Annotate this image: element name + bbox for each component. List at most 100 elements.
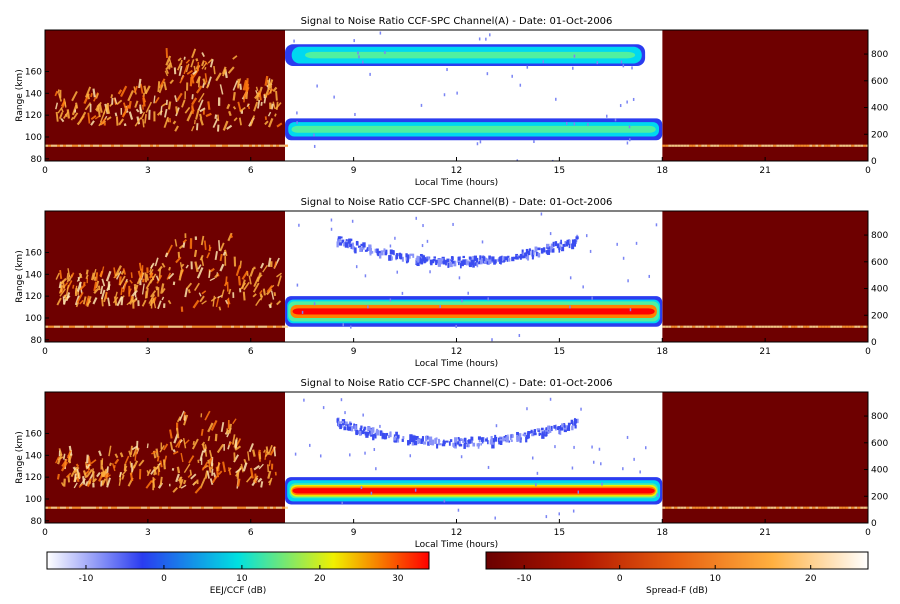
x-tick-label: 9 [351,528,357,538]
panel-2: Signal to Noise Ratio CCF-SPC Channel(C)… [15,378,888,550]
y2-tick-label: 800 [871,412,888,422]
echo-150km [285,44,645,66]
colorbar-tick-label: 20 [805,574,817,584]
night-echo-line [45,507,288,509]
x-tick-label: 12 [451,347,462,357]
x-tick-label: 6 [248,166,254,176]
y-tick-label: 80 [31,517,43,527]
plot-area [45,30,869,163]
x-tick-label: 21 [759,347,770,357]
y2-tick-label: 0 [871,338,877,348]
y2-tick-label: 0 [871,519,877,529]
colorbar-tick-label: -10 [517,574,532,584]
night-echo-line [662,145,869,147]
colorbar-label: EEJ/CCF (dB) [210,586,267,596]
y-tick-label: 140 [25,89,42,99]
night-region [45,30,285,161]
x-tick-label: 18 [657,528,669,538]
x-tick-label: 0 [42,347,48,357]
y2-tick-label: 400 [871,285,888,295]
x-tick-label: 0 [42,166,48,176]
y-tick-label: 140 [25,270,42,280]
x-tick-label: 21 [759,528,770,538]
colorbar-tick-label: 0 [161,574,167,584]
x-axis-label: Local Time (hours) [415,359,498,369]
x-tick-label: 6 [248,528,254,538]
night-echo-line [662,507,869,509]
panel-0: Signal to Noise Ratio CCF-SPC Channel(A)… [15,16,888,188]
y-tick-label: 100 [25,314,42,324]
x-tick-label: 12 [451,166,462,176]
x-tick-label: 21 [759,166,770,176]
y-tick-label: 160 [25,67,42,77]
y-tick-label: 80 [31,336,43,346]
x-axis-label: Local Time (hours) [415,178,498,188]
eej-layer [285,296,662,327]
y2-tick-label: 800 [871,231,888,241]
y2-tick-label: 0 [871,157,877,167]
y-tick-label: 100 [25,495,42,505]
panel-1: Signal to Noise Ratio CCF-SPC Channel(B)… [15,197,888,369]
y2-tick-label: 200 [871,130,888,140]
y2-tick-label: 600 [871,258,888,268]
x-tick-label: 15 [554,528,565,538]
x-tick-label: 9 [351,166,357,176]
y-axis-label: Range (km) [15,69,25,121]
x-axis-label: Local Time (hours) [415,540,498,550]
y-tick-label: 80 [31,155,43,165]
eej-layer [285,118,662,140]
y-axis-label: Range (km) [15,250,25,302]
eej-layer [285,477,662,504]
night-echo-line [45,145,288,147]
night-echo-line [662,326,869,328]
x-tick-label: 0 [865,528,871,538]
y-axis-label: Range (km) [15,431,25,483]
night-echo-line [45,326,288,328]
x-tick-label: 18 [657,347,669,357]
colorbar-tick-label: -10 [79,574,94,584]
plot-area [45,392,869,523]
chart-title: Signal to Noise Ratio CCF-SPC Channel(B)… [301,197,613,208]
y-tick-label: 120 [25,473,42,483]
y-tick-label: 120 [25,111,42,121]
x-tick-label: 3 [145,347,151,357]
colorbar-gradient [47,552,429,569]
y2-tick-label: 200 [871,492,888,502]
x-tick-label: 0 [42,528,48,538]
colorbar-tick-label: 10 [709,574,721,584]
y2-tick-label: 600 [871,439,888,449]
y2-tick-label: 400 [871,104,888,114]
x-tick-label: 6 [248,347,254,357]
y-tick-label: 100 [25,133,42,143]
y2-tick-label: 200 [871,311,888,321]
chart-title: Signal to Noise Ratio CCF-SPC Channel(A)… [301,16,613,27]
y-tick-label: 140 [25,451,42,461]
x-tick-label: 15 [554,347,565,357]
y-tick-label: 120 [25,292,42,302]
colorbar-label: Spread-F (dB) [646,586,708,596]
x-tick-label: 3 [145,528,151,538]
colorbar-1: -10 0 10 20 Spread-F (dB) [486,552,868,596]
colorbar-tick-label: 20 [314,574,326,584]
y2-tick-label: 800 [871,50,888,60]
y-tick-label: 160 [25,429,42,439]
chart-title: Signal to Noise Ratio CCF-SPC Channel(C)… [301,378,613,389]
plot-area [45,211,869,342]
night-region [662,211,868,342]
x-tick-label: 3 [145,166,151,176]
y2-tick-label: 600 [871,77,888,87]
x-tick-label: 0 [865,166,871,176]
night-region [662,392,868,523]
colorbar-tick-label: 10 [236,574,248,584]
x-tick-label: 9 [351,347,357,357]
colorbar-tick-label: 0 [617,574,623,584]
colorbar-tick-label: 30 [392,574,404,584]
x-tick-label: 12 [451,528,462,538]
x-tick-label: 15 [554,166,565,176]
x-tick-label: 18 [657,166,669,176]
night-region [662,30,868,161]
x-tick-label: 0 [865,347,871,357]
colorbar-0: -10 0 10 20 30 EEJ/CCF (dB) [47,552,429,596]
y-tick-label: 160 [25,248,42,258]
